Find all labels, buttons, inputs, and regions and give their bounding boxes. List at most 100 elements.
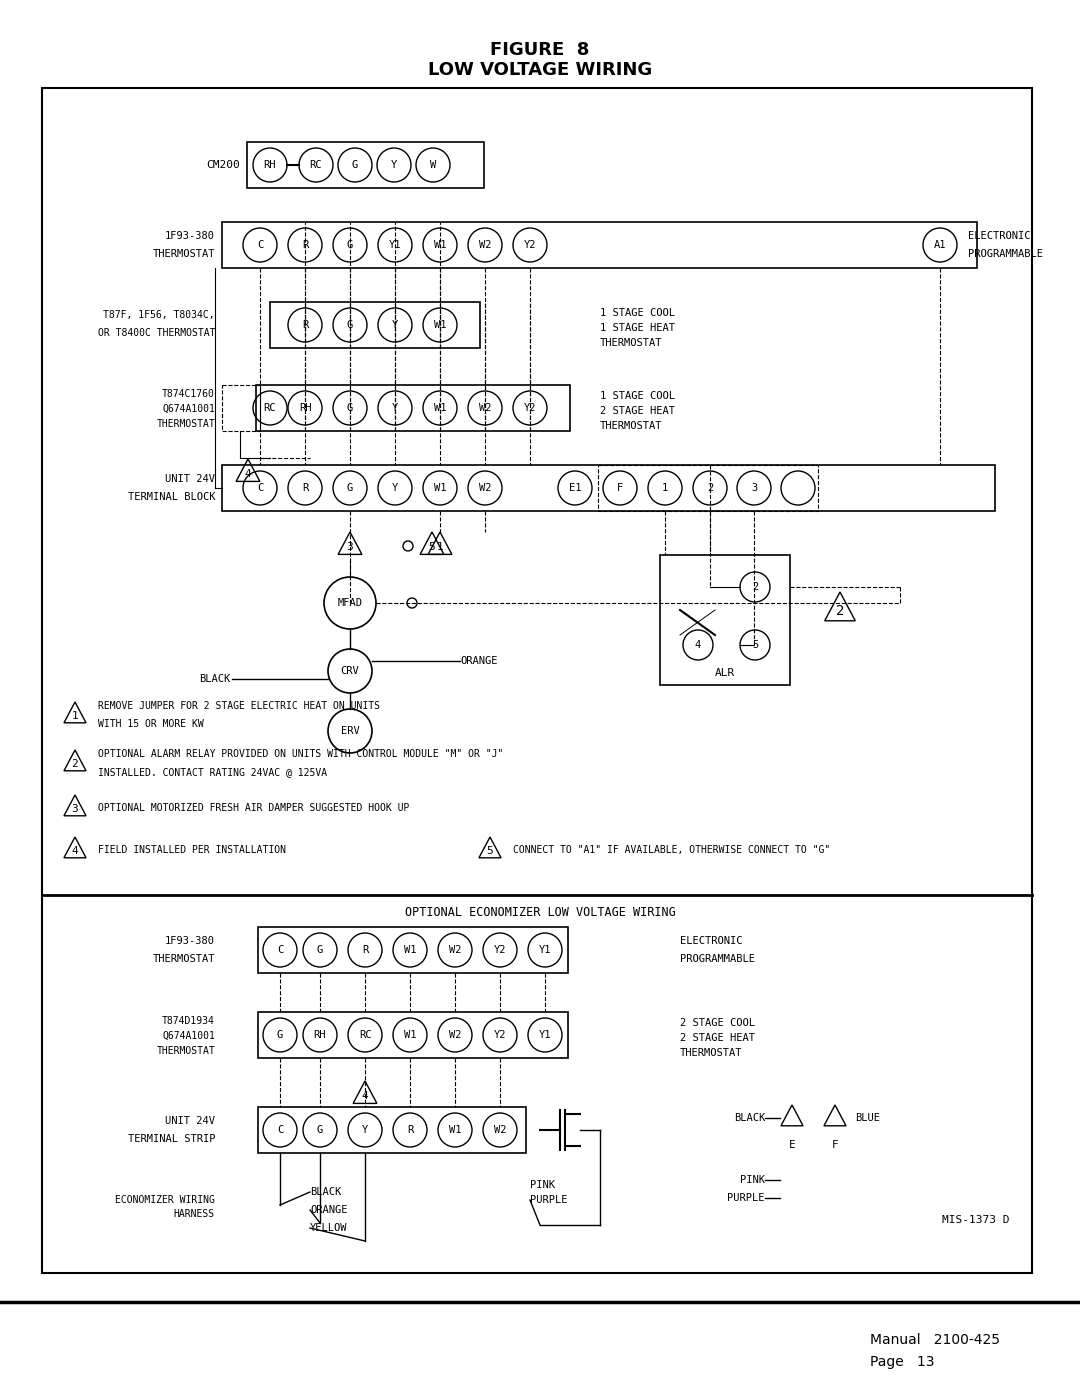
Bar [258,928,568,972]
Text: PROGRAMMABLE: PROGRAMMABLE [968,249,1043,258]
Text: THERMOSTAT: THERMOSTAT [600,420,662,432]
Text: Y2: Y2 [494,944,507,956]
Text: Q674A1001: Q674A1001 [162,1031,215,1041]
Text: W2: W2 [478,483,491,493]
Text: THERMOSTAT: THERMOSTAT [157,419,215,429]
Text: 1F93-380: 1F93-380 [165,231,215,242]
Text: MFAD: MFAD [337,598,363,608]
Bar [660,555,789,685]
Text: PURPLE: PURPLE [530,1194,567,1206]
Text: 4: 4 [71,845,79,855]
Text: 5: 5 [429,542,435,552]
Text: CM200: CM200 [206,161,240,170]
Text: W2: W2 [478,402,491,414]
Text: Y2: Y2 [494,1030,507,1039]
Text: ORANGE: ORANGE [460,657,498,666]
Text: W: W [430,161,436,170]
Text: C: C [257,240,264,250]
Text: 1: 1 [662,483,669,493]
Text: THERMOSTAT: THERMOSTAT [680,1048,743,1058]
Text: Y: Y [392,320,399,330]
Bar [258,1106,526,1153]
Text: R: R [407,1125,414,1134]
Text: W1: W1 [434,402,446,414]
Bar [598,465,818,511]
Text: Y1: Y1 [539,944,551,956]
Bar [256,386,570,432]
Text: R: R [362,944,368,956]
Text: Y: Y [392,483,399,493]
Bar [42,88,1032,1273]
Text: THERMOSTAT: THERMOSTAT [157,1046,215,1056]
Text: HARNESS: HARNESS [174,1208,215,1220]
Text: ALR: ALR [715,668,735,678]
Text: YELLOW: YELLOW [310,1222,348,1234]
Text: 1 STAGE HEAT: 1 STAGE HEAT [600,323,675,332]
Text: R: R [302,240,308,250]
Text: C: C [257,483,264,493]
Text: G: G [316,944,323,956]
Text: RH: RH [314,1030,326,1039]
Text: RC: RC [264,402,276,414]
Text: E1: E1 [569,483,581,493]
Text: PINK: PINK [530,1180,555,1190]
Text: W1: W1 [434,483,446,493]
Bar [247,142,484,189]
Text: CONNECT TO "A1" IF AVAILABLE, OTHERWISE CONNECT TO "G": CONNECT TO "A1" IF AVAILABLE, OTHERWISE … [513,845,831,855]
Text: THERMOSTAT: THERMOSTAT [600,338,662,348]
Text: 1: 1 [436,542,444,552]
Text: OPTIONAL ALARM RELAY PROVIDED ON UNITS WITH CONTROL MODULE "M" OR "J": OPTIONAL ALARM RELAY PROVIDED ON UNITS W… [98,749,503,759]
Text: W1: W1 [434,240,446,250]
Text: ECONOMIZER WIRING: ECONOMIZER WIRING [116,1194,215,1206]
Text: 1 STAGE COOL: 1 STAGE COOL [600,391,675,401]
Text: OR T8400C THERMOSTAT: OR T8400C THERMOSTAT [97,328,215,338]
Text: REMOVE JUMPER FOR 2 STAGE ELECTRIC HEAT ON UNITS: REMOVE JUMPER FOR 2 STAGE ELECTRIC HEAT … [98,701,380,711]
Text: PROGRAMMABLE: PROGRAMMABLE [680,954,755,964]
Text: 4: 4 [694,640,701,650]
Text: BLACK: BLACK [199,673,230,685]
Text: OPTIONAL MOTORIZED FRESH AIR DAMPER SUGGESTED HOOK UP: OPTIONAL MOTORIZED FRESH AIR DAMPER SUGG… [98,803,409,813]
Text: RC: RC [359,1030,372,1039]
Text: W1: W1 [404,944,416,956]
Text: THERMOSTAT: THERMOSTAT [152,249,215,258]
Text: RH: RH [264,161,276,170]
Text: RC: RC [310,161,322,170]
Text: Y: Y [392,402,399,414]
Text: W2: W2 [494,1125,507,1134]
Text: A1: A1 [934,240,946,250]
Text: Y: Y [362,1125,368,1134]
Text: ORANGE: ORANGE [310,1206,348,1215]
Bar [222,386,260,432]
Text: BLUE: BLUE [855,1113,880,1123]
Text: 3: 3 [751,483,757,493]
Text: C: C [276,1125,283,1134]
Text: T874C1760: T874C1760 [162,388,215,400]
Text: FIELD INSTALLED PER INSTALLATION: FIELD INSTALLED PER INSTALLATION [98,845,286,855]
Text: PINK: PINK [740,1175,765,1185]
Text: INSTALLED. CONTACT RATING 24VAC @ 125VA: INSTALLED. CONTACT RATING 24VAC @ 125VA [98,767,327,777]
Text: Y2: Y2 [524,402,537,414]
Text: Y: Y [391,161,397,170]
Text: 4: 4 [245,469,252,479]
Text: 2: 2 [752,583,758,592]
Text: THERMOSTAT: THERMOSTAT [152,954,215,964]
Text: C: C [276,944,283,956]
Text: 2 STAGE COOL: 2 STAGE COOL [680,1018,755,1028]
Text: BLACK: BLACK [733,1113,765,1123]
Text: BLACK: BLACK [310,1187,341,1197]
Text: UNIT 24V: UNIT 24V [165,1116,215,1126]
Text: W1: W1 [434,320,446,330]
Text: 4: 4 [362,1091,368,1101]
Text: Page   13: Page 13 [870,1355,934,1369]
Text: TERMINAL STRIP: TERMINAL STRIP [127,1134,215,1144]
Text: W2: W2 [449,1030,461,1039]
Text: WITH 15 OR MORE KW: WITH 15 OR MORE KW [98,719,204,729]
Text: 5: 5 [752,640,758,650]
Text: F: F [617,483,623,493]
Text: FIGURE  8: FIGURE 8 [490,41,590,59]
Text: G: G [316,1125,323,1134]
Text: UNIT 24V: UNIT 24V [165,474,215,483]
Text: RH: RH [299,402,311,414]
Text: 2 STAGE HEAT: 2 STAGE HEAT [680,1032,755,1044]
Text: Q674A1001: Q674A1001 [162,404,215,414]
